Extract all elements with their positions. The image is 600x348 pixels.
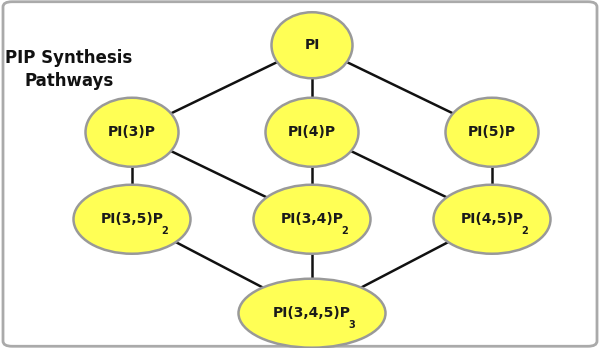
Text: 2: 2 [341, 226, 348, 236]
Ellipse shape [271, 12, 353, 78]
Text: 2: 2 [521, 226, 528, 236]
Text: PI(3)P: PI(3)P [108, 125, 156, 139]
Ellipse shape [433, 185, 551, 254]
Text: PI(4,5)P: PI(4,5)P [460, 212, 524, 226]
Ellipse shape [86, 98, 179, 167]
Text: PI: PI [304, 38, 320, 52]
Text: 3: 3 [348, 319, 355, 330]
Text: PI(5)P: PI(5)P [468, 125, 516, 139]
Text: PI(3,4,5)P: PI(3,4,5)P [273, 306, 351, 320]
Text: PI(3,5)P: PI(3,5)P [101, 212, 163, 226]
Text: PIP Synthesis
Pathways: PIP Synthesis Pathways [5, 49, 133, 90]
Text: PI(3,4)P: PI(3,4)P [281, 212, 343, 226]
Ellipse shape [254, 185, 371, 254]
FancyBboxPatch shape [3, 2, 597, 346]
Text: PI(4)P: PI(4)P [288, 125, 336, 139]
Ellipse shape [239, 279, 386, 348]
Ellipse shape [445, 98, 539, 167]
Text: 2: 2 [161, 226, 168, 236]
Ellipse shape [265, 98, 359, 167]
Ellipse shape [74, 185, 191, 254]
